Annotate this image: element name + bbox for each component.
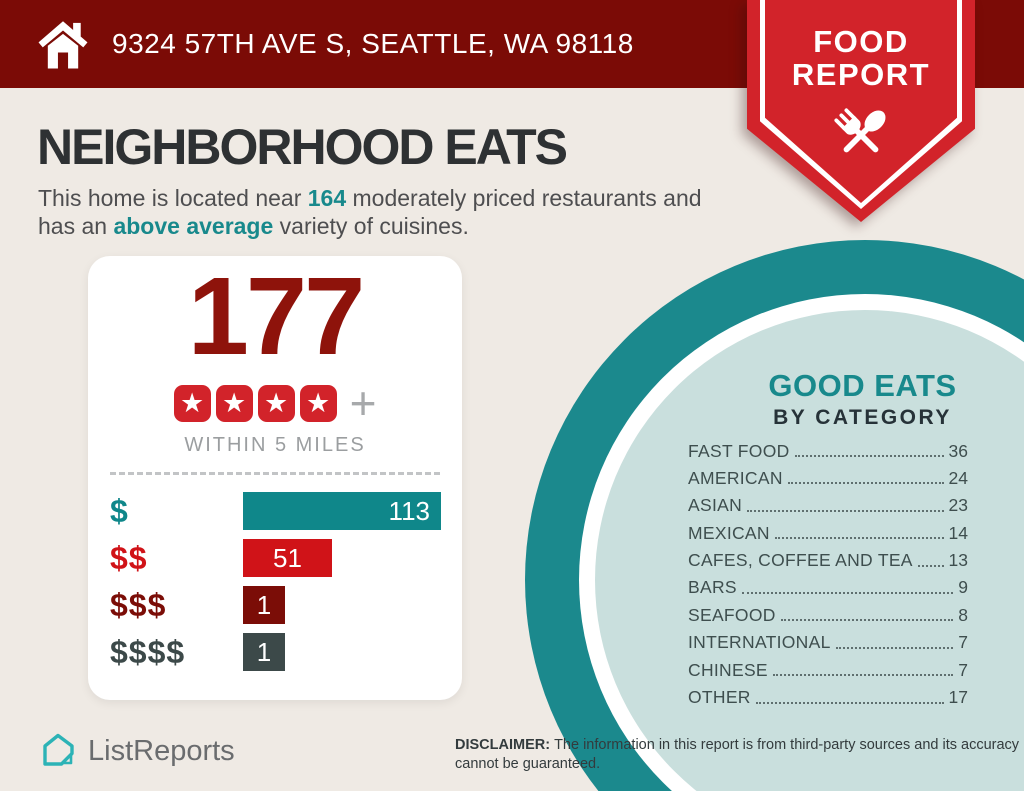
disclaimer: DISCLAIMER: The information in this repor…	[455, 736, 1024, 774]
badge-title-line2: REPORT	[791, 56, 931, 92]
star-icon: ★	[257, 384, 295, 422]
dotted-leader	[780, 619, 954, 622]
crossed-spoon-fork-icon	[747, 99, 975, 176]
category-row: INTERNATIONAL 7	[688, 632, 968, 652]
category-value: 8	[958, 604, 968, 625]
price-tier-label: $$	[110, 539, 148, 576]
restaurant-count: 177	[187, 255, 366, 378]
price-tier-bar: 1	[243, 633, 285, 671]
disclaimer-label: DISCLAIMER:	[455, 737, 551, 753]
category-label: SEAFOOD	[688, 604, 776, 625]
brand-name: ListReports	[88, 734, 235, 767]
intro-text-part: variety of cuisines.	[273, 213, 469, 239]
price-tier-label: $$$$	[110, 633, 186, 670]
price-tier-row: $$$$ 1	[110, 633, 462, 671]
badge-shape: FOOD REPORT	[747, 0, 975, 222]
dotted-leader	[835, 646, 954, 649]
category-label: INTERNATIONAL	[688, 632, 831, 653]
category-label: CAFES, COFFEE AND TEA	[688, 550, 913, 571]
price-tier-row: $$ 51	[110, 539, 462, 577]
disclaimer-text: The information in this report is from t…	[455, 737, 1020, 772]
dotted-leader	[741, 591, 954, 594]
category-value: 9	[958, 577, 968, 598]
category-label: BARS	[688, 577, 737, 598]
price-tier-bar: 1	[243, 586, 285, 624]
category-value: 13	[948, 550, 968, 571]
good-eats-subtitle: BY CATEGORY	[773, 406, 952, 429]
restaurant-count-card: 177 ★ ★ ★ ★ + WITHIN 5 MILES $113 $$ 51 $$$ 1 $$…	[88, 256, 462, 700]
star-icon: ★	[299, 384, 337, 422]
star-icon: ★	[173, 384, 211, 422]
category-value: 24	[948, 467, 968, 488]
price-tier-label: $	[110, 492, 129, 529]
category-label: MEXICAN	[688, 522, 770, 543]
category-value: 23	[948, 495, 968, 516]
price-tier-row: $113	[110, 492, 462, 530]
category-label: OTHER	[688, 687, 751, 708]
category-label: ASIAN	[688, 495, 743, 516]
star-rating-row: ★ ★ ★ ★ +	[88, 380, 462, 426]
category-list: FAST FOOD 36 AMERICAN 24 ASIAN 23 MEXICAN 14 CAF…	[688, 440, 968, 714]
price-tier-value: 1	[256, 636, 272, 667]
category-value: 7	[958, 632, 968, 653]
badge-content: FOOD REPORT	[747, 0, 975, 222]
dotted-leader	[747, 509, 944, 512]
good-eats-title: GOOD EATS	[768, 368, 957, 403]
plus-sign: +	[349, 377, 377, 429]
dashed-divider	[110, 472, 440, 475]
dotted-leader	[755, 701, 944, 704]
intro-text-part: This home is located near	[38, 185, 308, 211]
category-label: CHINESE	[688, 659, 768, 680]
listreports-house-icon	[43, 733, 74, 766]
price-tier-bar: 113	[243, 492, 441, 530]
star-rating: ★ ★ ★ ★	[173, 384, 337, 422]
category-row: ASIAN 23	[688, 495, 968, 515]
category-row: FAST FOOD 36	[688, 440, 968, 460]
price-tier-bar: 51	[243, 539, 332, 577]
page-title: NEIGHBORHOOD EATS	[37, 119, 568, 175]
intro-text-part: has an	[38, 213, 114, 239]
dotted-leader	[772, 674, 954, 677]
category-row: MEXICAN 14	[688, 522, 968, 542]
category-label: AMERICAN	[688, 467, 783, 488]
good-eats-heading: GOOD EATS BY CATEGORY	[690, 368, 1024, 430]
dotted-leader	[794, 455, 944, 457]
intro-text: This home is located near 164 moderately…	[38, 184, 758, 240]
price-tier-label: $$$	[110, 586, 167, 623]
category-value: 36	[948, 440, 968, 461]
dotted-leader	[787, 482, 944, 485]
property-address: 9324 57TH AVE S, SEATTLE, WA 98118	[112, 28, 634, 59]
category-label: FAST FOOD	[688, 440, 790, 461]
food-report-badge: FOOD REPORT	[747, 0, 975, 222]
home-icon	[38, 21, 88, 69]
category-row: OTHER 17	[688, 687, 968, 707]
listreports-logo: ListReports	[38, 731, 235, 771]
price-tier-value: 51	[273, 542, 302, 573]
category-value: 17	[948, 687, 968, 708]
intro-emphasis: 164	[307, 185, 347, 211]
dotted-leader	[917, 564, 944, 567]
dotted-leader	[774, 537, 944, 540]
category-value: 14	[948, 522, 968, 543]
badge-title-line1: FOOD	[813, 24, 909, 59]
intro-emphasis: above average	[113, 213, 274, 239]
category-row: CHINESE 7	[688, 659, 968, 679]
price-tier-value: 1	[256, 589, 272, 620]
intro-text-part: moderately priced restaurants and	[346, 185, 702, 211]
category-row: AMERICAN 24	[688, 467, 968, 487]
price-tier-value: 113	[388, 495, 430, 526]
price-tier-bar-chart: $113 $$ 51 $$$ 1 $$$$ 1	[88, 492, 462, 671]
price-tier-row: $$$ 1	[110, 586, 462, 624]
category-row: SEAFOOD 8	[688, 604, 968, 624]
radius-label: WITHIN 5 MILES	[184, 434, 366, 456]
star-icon: ★	[215, 384, 253, 422]
category-row: BARS 9	[688, 577, 968, 597]
category-row: CAFES, COFFEE AND TEA 13	[688, 550, 968, 570]
category-value: 7	[958, 659, 968, 680]
